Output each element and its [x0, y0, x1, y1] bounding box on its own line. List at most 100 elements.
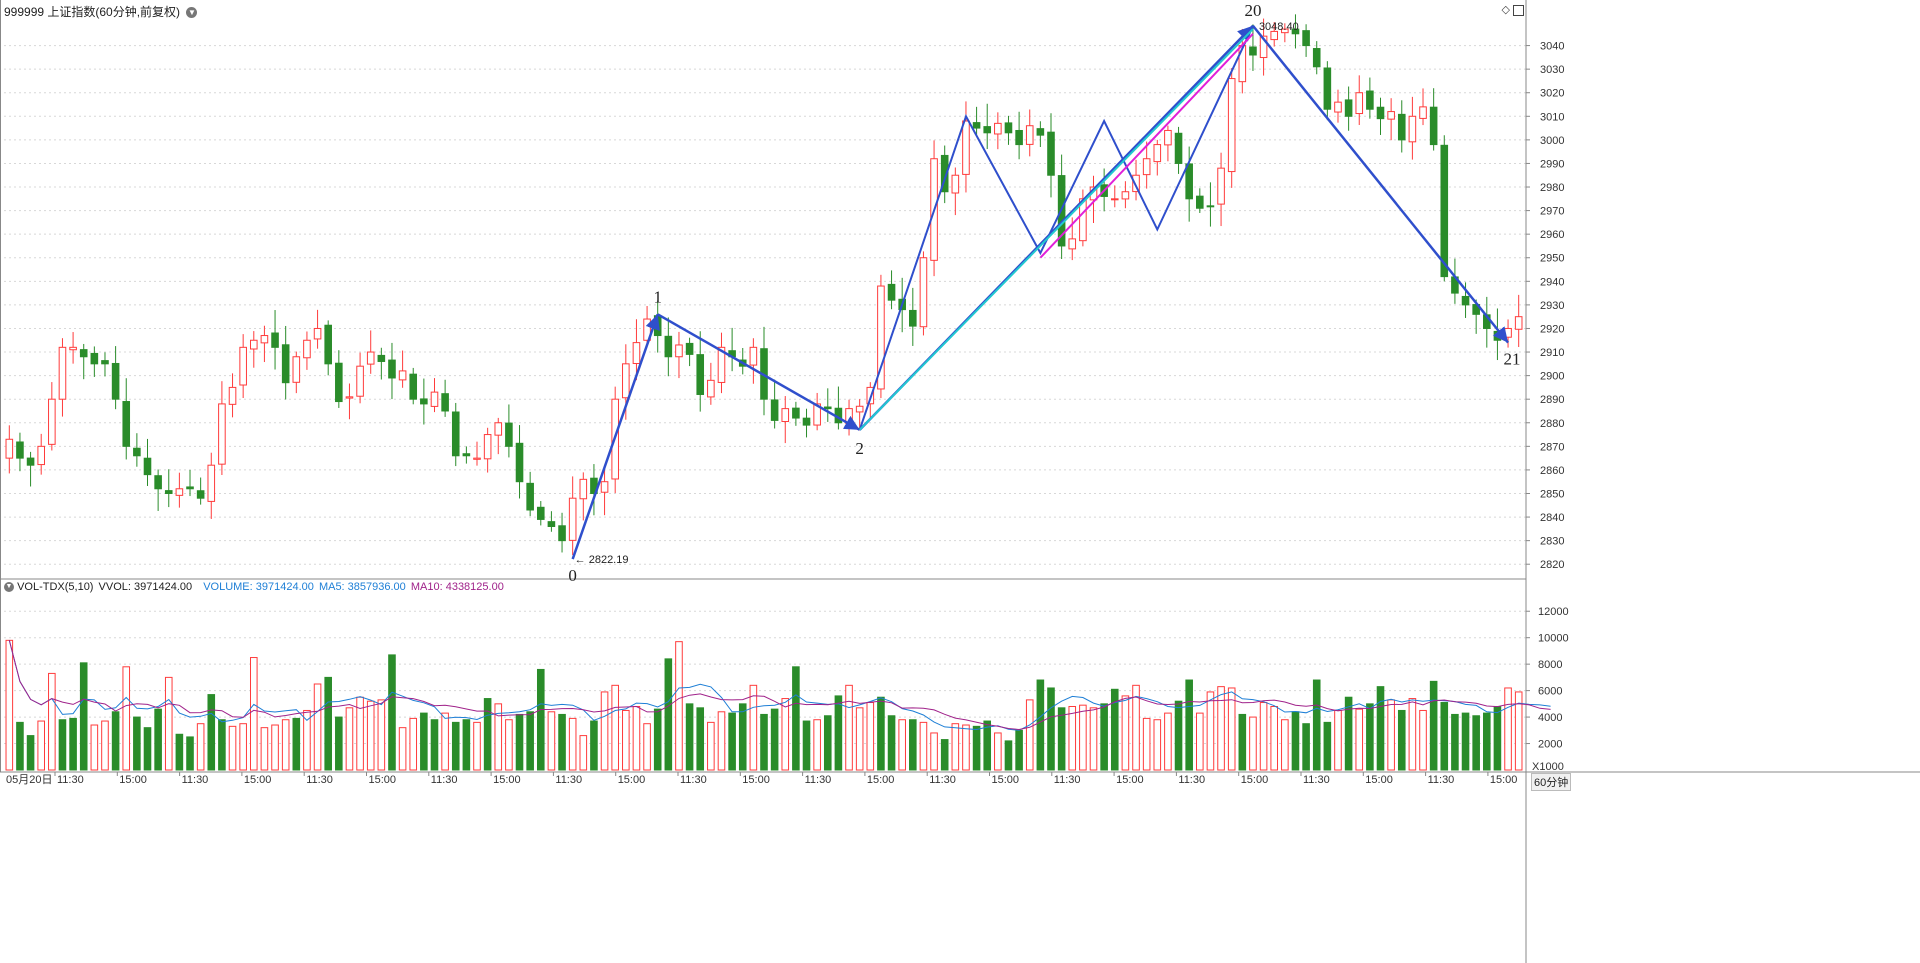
- candle-body: [1004, 122, 1013, 134]
- volume-bar: [1323, 721, 1332, 771]
- candle-body: [792, 407, 800, 419]
- x-tick-label: 11:30: [1054, 774, 1081, 786]
- candle: [823, 388, 832, 422]
- candle: [1366, 77, 1374, 119]
- volume-tick-label: 12000: [1538, 606, 1569, 618]
- candle-body: [1291, 28, 1300, 35]
- x-tick-label: 15:00: [1116, 774, 1144, 786]
- candle-body: [1312, 48, 1321, 68]
- volume-bar: [696, 707, 705, 771]
- collapse-icon[interactable]: ▼: [4, 582, 14, 593]
- candle-body: [1387, 111, 1395, 120]
- volume-bar: [398, 727, 407, 771]
- candle-body: [1206, 205, 1215, 208]
- ma10-label: MA10: 4338125.00: [410, 581, 504, 593]
- candle: [547, 511, 556, 532]
- price-tick-label: 3010: [1540, 111, 1564, 123]
- candle: [388, 342, 396, 400]
- candle-body: [58, 346, 67, 400]
- diamond-icon[interactable]: ◇: [1501, 4, 1510, 16]
- price-tick-label: 2990: [1540, 158, 1564, 170]
- candle-body: [1440, 144, 1449, 278]
- volume-bar: [505, 719, 513, 771]
- wave-label: 21: [1504, 350, 1521, 369]
- volume-bar: [1291, 711, 1300, 771]
- volume-bar: [324, 676, 332, 771]
- candle: [887, 270, 896, 310]
- candle-body: [983, 126, 992, 134]
- candle-body: [239, 346, 247, 386]
- volume-bar: [292, 717, 301, 771]
- candle: [292, 351, 301, 394]
- candle-body: [1355, 92, 1364, 115]
- x-tick-label: 11:30: [1428, 774, 1455, 786]
- candle-body: [388, 359, 396, 379]
- candle-body: [813, 403, 821, 426]
- candle: [717, 332, 726, 394]
- candle: [37, 433, 45, 475]
- volume-bar: [1217, 686, 1225, 771]
- candle: [271, 310, 279, 370]
- candle: [515, 425, 524, 499]
- candle-body: [887, 283, 896, 301]
- price-tick-label: 2930: [1540, 300, 1564, 312]
- volume-bar: [526, 711, 534, 771]
- price-tick-label: 2850: [1540, 488, 1564, 500]
- panel-toggle-icon[interactable]: [1513, 4, 1524, 16]
- price-tick-label: 3000: [1540, 135, 1564, 147]
- period-label[interactable]: 60分钟: [1531, 773, 1572, 791]
- x-tick-label: 11:30: [306, 774, 333, 786]
- candle: [313, 309, 322, 349]
- x-tick-label: 11:30: [1178, 774, 1205, 786]
- candle-body: [249, 339, 258, 350]
- candle-body: [1504, 327, 1512, 338]
- x-tick-label: 11:30: [680, 774, 707, 786]
- volume-bar: [335, 716, 343, 771]
- candle-body: [696, 354, 705, 395]
- volume-tick-label: 4000: [1538, 712, 1562, 724]
- volume-bar: [1514, 691, 1523, 771]
- candle-body: [622, 363, 630, 399]
- volume-bar: [845, 684, 853, 771]
- volume-bar: [622, 709, 630, 771]
- candle: [1227, 68, 1236, 188]
- wave-20-21: [1251, 24, 1510, 344]
- x-tick-label: 15:00: [1241, 774, 1269, 786]
- candle-body: [1259, 35, 1268, 59]
- volume-bar: [143, 727, 152, 771]
- volume-bar: [940, 739, 949, 771]
- volume-bar: [611, 684, 619, 771]
- volume-bar: [228, 725, 237, 771]
- volume-bar: [451, 721, 460, 771]
- wave-1-2: [657, 313, 861, 431]
- candle-body: [1185, 163, 1193, 200]
- candle: [101, 352, 109, 377]
- volume-bar: [1036, 679, 1045, 771]
- x-tick-label: 11:30: [182, 774, 209, 786]
- candle: [792, 401, 800, 426]
- candle-body: [48, 398, 56, 445]
- candle-body: [717, 346, 726, 383]
- price-tick-label: 2820: [1540, 559, 1564, 571]
- wave-sub-zigzag: [858, 25, 1254, 431]
- volume-tick-label: 2000: [1538, 739, 1562, 751]
- price-tick-label: 2980: [1540, 182, 1564, 194]
- candle-body: [526, 482, 534, 511]
- candle: [813, 392, 821, 431]
- price-tick-label: 2890: [1540, 394, 1564, 406]
- volume-bar: [1110, 688, 1119, 771]
- volume-bar: [1249, 716, 1257, 771]
- ma5-label: MA5: 3857936.00: [318, 581, 406, 593]
- chevron-down-icon[interactable]: ▼: [186, 7, 198, 19]
- volume-bar: [1483, 712, 1491, 771]
- volume-bar: [37, 720, 45, 771]
- candle: [133, 433, 141, 467]
- candle-body: [770, 399, 779, 421]
- candle-body: [1142, 158, 1151, 176]
- volume-bar: [1387, 699, 1395, 771]
- candle: [260, 325, 269, 363]
- candle: [983, 103, 992, 150]
- volume-bar: [1142, 717, 1151, 771]
- candle: [675, 331, 683, 379]
